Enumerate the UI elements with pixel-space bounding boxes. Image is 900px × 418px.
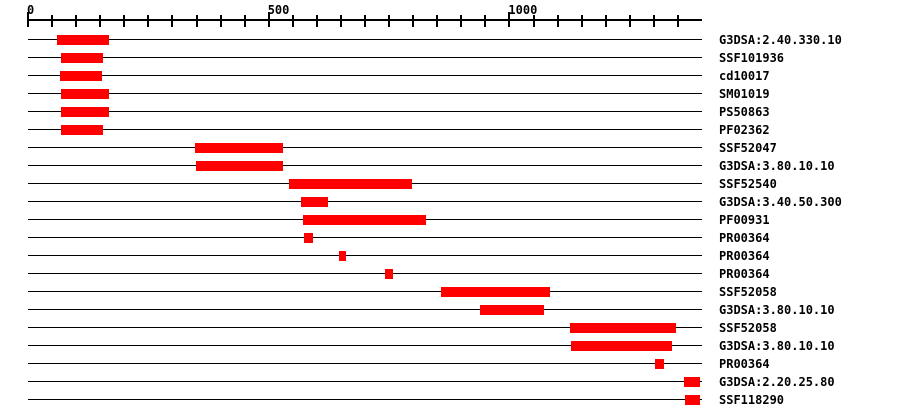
ruler-tick-label: 0 [27,3,35,17]
signature-label[interactable]: G3DSA:3.80.10.10 [719,303,835,317]
track-baseline [28,237,702,238]
domain-match-bar[interactable] [61,125,104,135]
domain-match-bar[interactable] [59,71,103,81]
minor-tick [532,15,535,27]
domain-match-bar[interactable] [654,359,664,369]
minor-tick [195,15,198,27]
minor-tick [171,15,174,27]
track-baseline [28,345,702,346]
domain-match-bar[interactable] [195,143,284,153]
signature-label[interactable]: G3DSA:3.80.10.10 [719,339,835,353]
domain-match-bar[interactable] [683,377,701,387]
minor-tick [556,15,559,27]
minor-tick [436,15,439,27]
ruler-tick-label: 1000 [508,3,538,17]
signature-label[interactable]: SSF52047 [719,141,777,155]
signature-label[interactable]: SSF118290 [719,393,785,407]
signature-label[interactable]: G3DSA:2.40.330.10 [719,33,842,47]
minor-tick [315,15,318,27]
track-baseline [28,111,702,112]
minor-tick [388,15,391,27]
track-baseline [28,57,702,58]
domain-match-bar[interactable] [303,233,313,243]
minor-tick [99,15,102,27]
signature-label[interactable]: G3DSA:3.80.10.10 [719,159,835,173]
ruler-tick-label: 500 [267,3,290,17]
track-baseline [28,399,702,400]
signature-label[interactable]: PR00364 [719,267,770,281]
domain-match-bar[interactable] [339,251,346,261]
domain-match-bar[interactable] [300,197,328,207]
track-baseline [28,381,702,382]
minor-tick [580,15,583,27]
domain-match-bar[interactable] [61,53,104,63]
minor-tick [243,15,246,27]
signature-label[interactable]: G3DSA:3.40.50.300 [719,195,842,209]
domain-match-bar[interactable] [196,161,284,171]
track-baseline [28,309,702,310]
minor-tick [123,15,126,27]
signature-label[interactable]: PS50863 [719,105,770,119]
domain-match-bar[interactable] [61,89,109,99]
signature-label[interactable]: PF02362 [719,123,770,137]
track-baseline [28,129,702,130]
minor-tick [484,15,487,27]
signature-label[interactable]: PR00364 [719,357,770,371]
domain-match-bar[interactable] [570,323,676,333]
signature-label[interactable]: SM01019 [719,87,770,101]
major-tick [267,12,270,27]
track-baseline [28,255,702,256]
signature-label[interactable]: SSF52540 [719,177,777,191]
minor-tick [604,15,607,27]
signature-label[interactable]: G3DSA:2.20.25.80 [719,375,835,389]
domain-match-bar[interactable] [571,341,672,351]
minor-tick [364,15,366,27]
signature-label[interactable]: PF00931 [719,213,770,227]
minor-tick [652,15,655,27]
domain-match-bar[interactable] [288,179,413,189]
domain-match-bar[interactable] [441,287,550,297]
signature-label[interactable]: PR00364 [719,231,770,245]
track-baseline [28,201,702,202]
domain-match-bar[interactable] [384,269,393,279]
track-baseline [28,39,702,40]
minor-tick [291,15,294,27]
minor-tick [51,15,54,27]
track-baseline [28,327,702,328]
minor-tick [628,15,631,27]
domain-match-bar[interactable] [480,305,545,315]
minor-tick [460,15,463,27]
signature-label[interactable]: SSF101936 [719,51,785,65]
minor-tick [75,15,78,27]
track-baseline [28,93,702,94]
track-baseline [28,75,702,76]
track-baseline [28,165,702,166]
major-tick [508,12,511,27]
domain-match-bar[interactable] [61,107,109,117]
signature-label[interactable]: SSF52058 [719,285,777,299]
minor-tick [676,15,679,27]
minor-tick [147,15,150,27]
track-baseline [28,273,702,274]
domain-match-bar[interactable] [302,215,427,225]
domain-match-bar[interactable] [684,395,701,405]
track-baseline [28,363,702,364]
minor-tick [219,15,222,27]
minor-tick [339,15,342,27]
domain-match-bar[interactable] [56,35,109,45]
track-baseline [28,147,702,148]
major-tick [27,12,29,27]
signature-label[interactable]: cd10017 [719,69,770,83]
track-baseline [28,291,702,292]
minor-tick [412,15,415,27]
signature-label[interactable]: PR00364 [719,249,770,263]
signature-label[interactable]: SSF52058 [719,321,777,335]
